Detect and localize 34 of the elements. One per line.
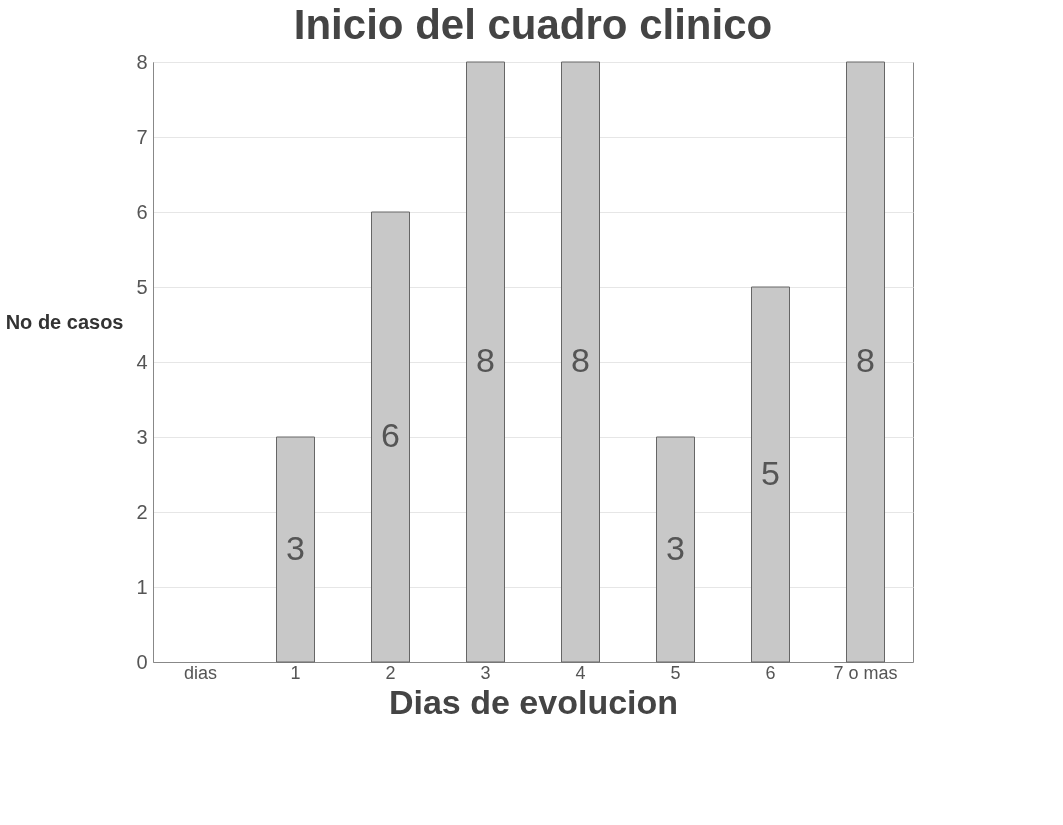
data-label: 8: [476, 341, 495, 379]
x-tick-label: 7 o mas: [833, 662, 898, 683]
data-label: 3: [666, 528, 685, 567]
bar: [276, 436, 315, 663]
bar: [656, 436, 695, 663]
x-tick-label: 3: [480, 662, 491, 683]
data-label: 5: [761, 453, 780, 492]
y-tick-label: 4: [136, 350, 148, 373]
x-tick-label: 2: [385, 662, 396, 683]
bar: [466, 61, 505, 663]
y-tick-label: 0: [136, 650, 148, 673]
y-tick-label: 5: [136, 275, 148, 298]
bar: [751, 286, 790, 663]
y-tick-label: 2: [136, 500, 148, 523]
bar: [561, 61, 600, 663]
y-axis-title: No de casos: [5, 310, 124, 333]
data-label: 3: [286, 528, 305, 567]
y-tick-label: 7: [136, 125, 148, 148]
x-tick-label: 4: [575, 662, 586, 683]
data-label: 6: [381, 416, 400, 454]
data-label: 8: [571, 341, 590, 379]
x-axis-title: Dias de evolucion: [388, 682, 679, 721]
y-tick-label: 1: [136, 575, 148, 598]
chart-title: Inicio del cuadro clinico: [293, 1, 773, 48]
y-tick-label: 8: [136, 50, 148, 73]
x-tick-label: 1: [290, 662, 301, 683]
bar: [371, 211, 410, 663]
data-label: 8: [856, 341, 875, 379]
y-tick-label: 3: [136, 425, 148, 448]
y-tick-label: 6: [136, 200, 148, 223]
bar: [846, 61, 885, 663]
x-tick-label: dias: [183, 662, 218, 683]
x-tick-label: 6: [765, 662, 776, 683]
x-tick-label: 5: [670, 662, 681, 683]
